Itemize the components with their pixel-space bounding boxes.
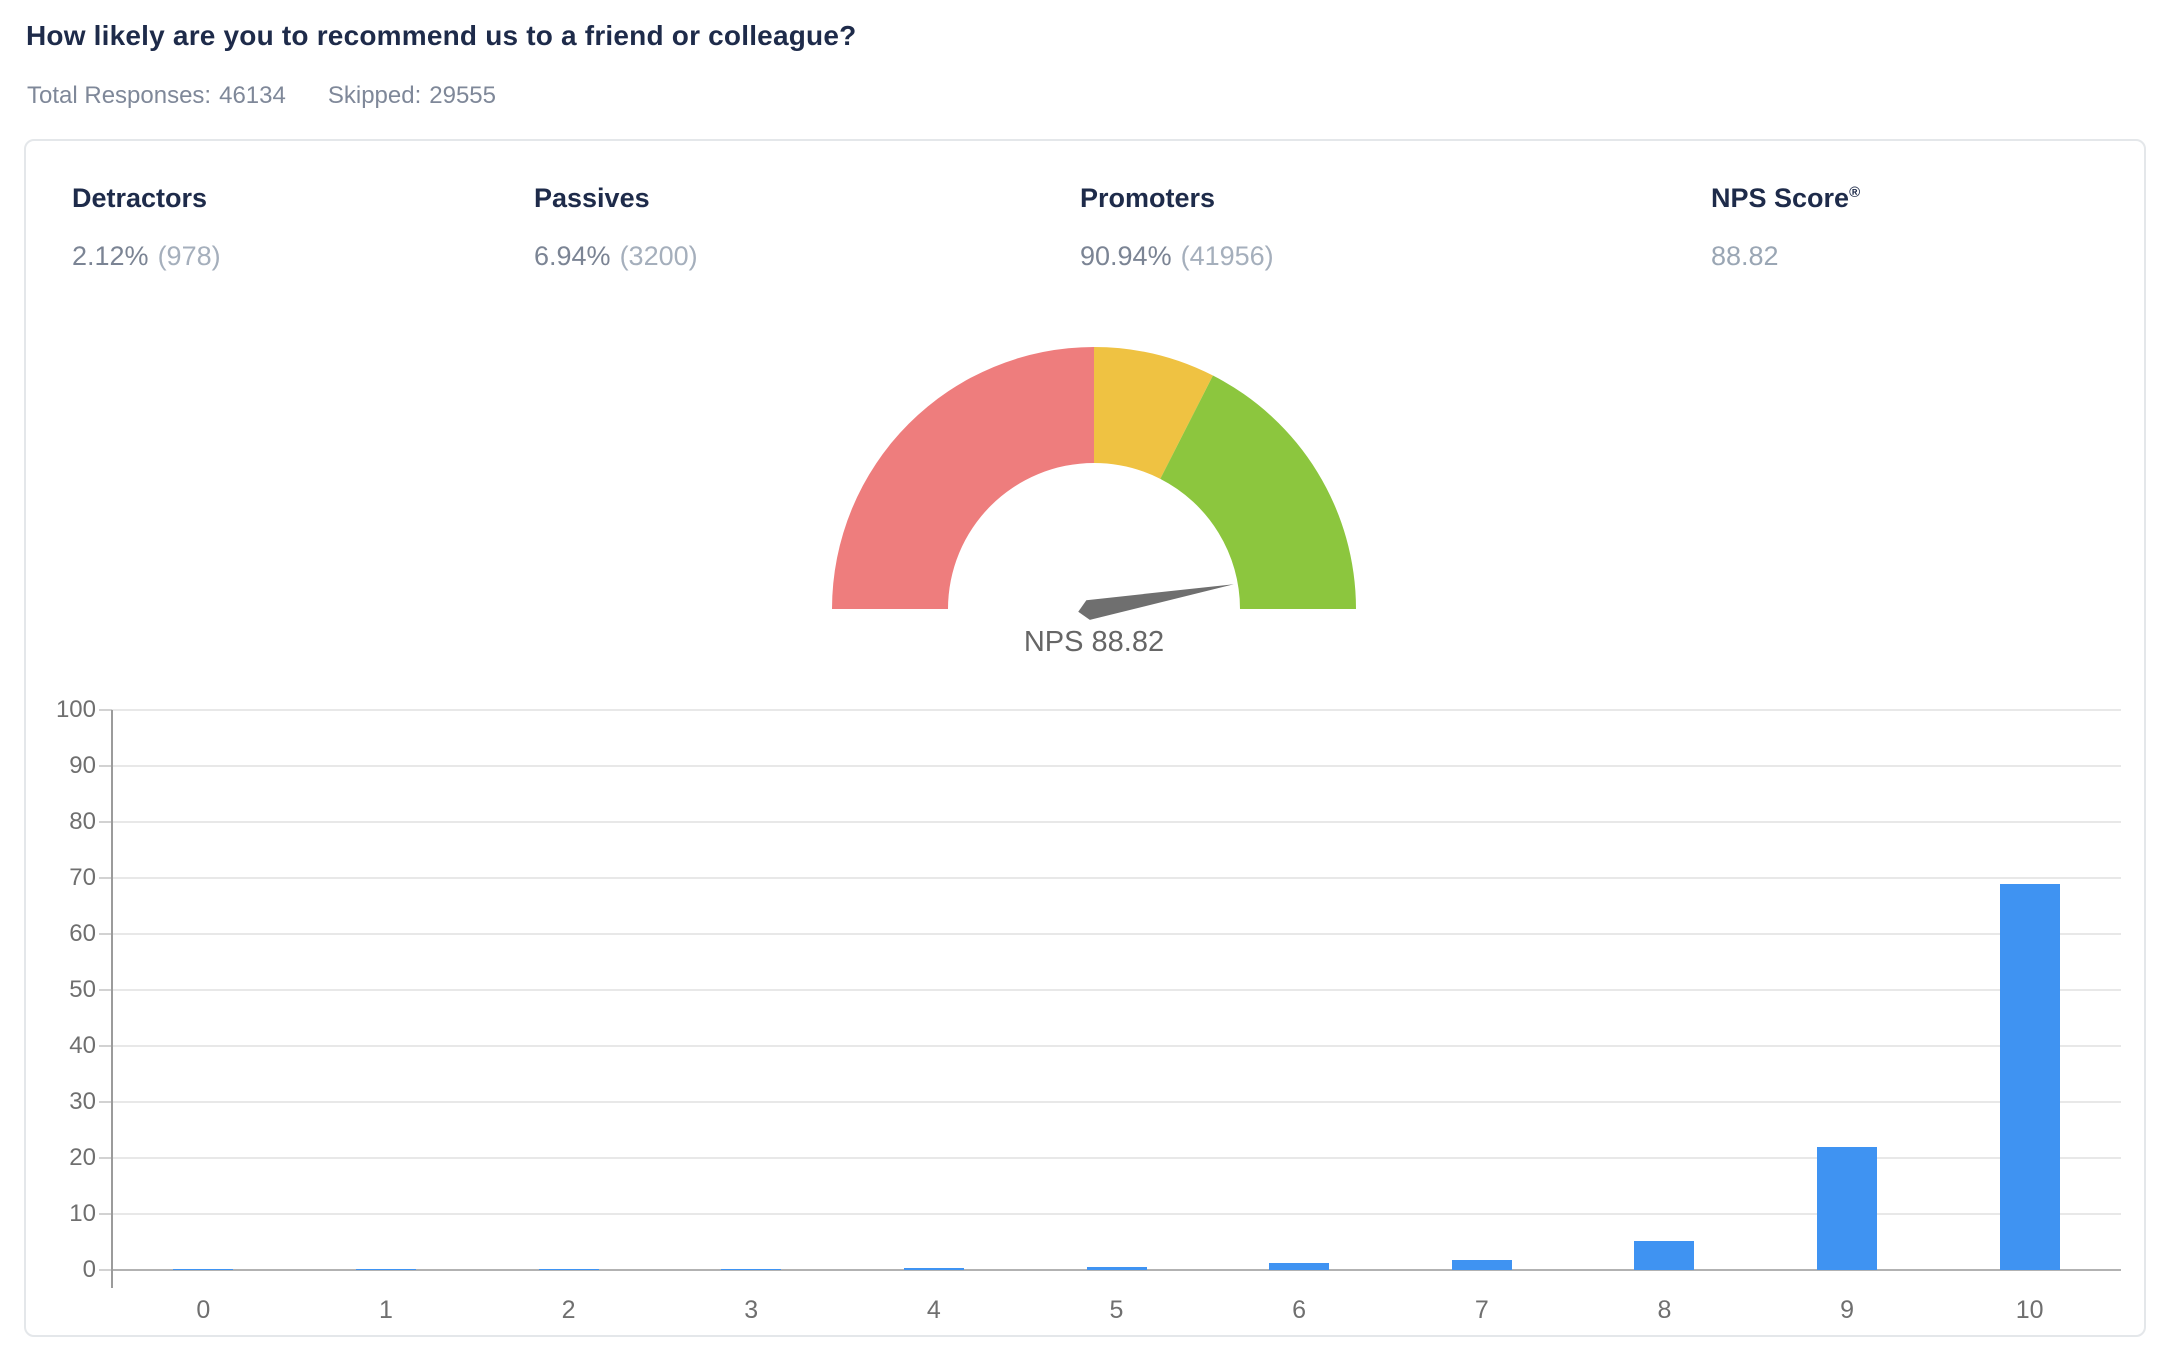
- gauge-segment-promoters-zone: [1160, 375, 1356, 609]
- gridline-40: [112, 1045, 2121, 1047]
- skipped-label: Skipped:: [327, 82, 422, 109]
- x-tick-label-4: 4: [926, 1296, 941, 1324]
- score-distribution-bar-chart: 0 10 20 30 40 50 60 70 80 90 100 0 1 2 3 4 5 6 7 8 9 10: [56, 697, 2121, 1324]
- bar-score-1[interactable]: [355, 1268, 416, 1270]
- bar-score-9[interactable]: [1817, 1147, 1878, 1270]
- x-tick-label-7: 7: [1474, 1296, 1489, 1324]
- x-tick-label-3: 3: [744, 1296, 759, 1324]
- nps-gauge-chart: [832, 347, 1356, 620]
- skipped-value: 29555: [429, 82, 497, 109]
- promoters-percent: 90.94%: [1080, 241, 1172, 271]
- gauge-segment-passives-zone: [1094, 347, 1213, 479]
- y-tick-90: [99, 765, 112, 767]
- response-meta: Total Responses: 46134 Skipped: 29555: [27, 82, 538, 110]
- y-tick-80: [99, 821, 112, 823]
- x-tick-label-9: 9: [1840, 1296, 1854, 1324]
- gridline-50: [112, 989, 2121, 991]
- registered-trademark-icon: ®: [1849, 184, 1861, 201]
- y-tick-60: [99, 933, 112, 935]
- bar-score-4[interactable]: [903, 1267, 964, 1270]
- y-tick-50: [99, 989, 112, 991]
- y-tick-0: [99, 1269, 112, 1271]
- gridline-100: [112, 709, 2121, 711]
- y-axis-line: [111, 710, 113, 1288]
- bar-score-3[interactable]: [721, 1268, 782, 1270]
- detractors-label: Detractors: [72, 183, 208, 213]
- nps-score-label: NPS Score®: [1711, 183, 1860, 214]
- stat-passives: Passives 6.94% (3200): [534, 183, 698, 272]
- detractors-percent: 2.12%: [72, 241, 149, 271]
- y-tick-label-50: 50: [69, 976, 96, 1003]
- detractors-count: (978): [157, 241, 221, 271]
- y-tick-100: [99, 709, 112, 711]
- bar-score-8[interactable]: [1634, 1240, 1695, 1270]
- bar-score-10[interactable]: [1999, 883, 2060, 1270]
- gridline-90: [112, 765, 2121, 767]
- gauge-needle: [1078, 584, 1234, 620]
- x-tick-label-1: 1: [379, 1296, 393, 1324]
- x-tick-label-10: 10: [2015, 1296, 2044, 1324]
- x-tick-label-6: 6: [1292, 1296, 1307, 1324]
- gridline-30: [112, 1101, 2121, 1103]
- x-tick-label-5: 5: [1109, 1296, 1124, 1324]
- gridline-10: [112, 1213, 2121, 1215]
- passives-percent: 6.94%: [534, 241, 611, 271]
- nps-score-value-wrap: 88.82: [1711, 241, 1860, 272]
- y-tick-70: [99, 877, 112, 879]
- bar-score-7[interactable]: [1451, 1259, 1512, 1270]
- nps-score-value: 88.82: [1711, 241, 1779, 271]
- total-responses-label: Total Responses:: [27, 82, 212, 109]
- y-tick-label-70: 70: [69, 864, 96, 891]
- detractors-value: 2.12% (978): [72, 241, 221, 272]
- passives-label: Passives: [534, 183, 650, 213]
- gauge-value-label: NPS 88.82: [1023, 626, 1165, 658]
- skipped: Skipped: 29555: [328, 82, 496, 109]
- y-tick-30: [99, 1101, 112, 1103]
- stat-nps-score: NPS Score® 88.82: [1711, 183, 1860, 272]
- x-tick-label-2: 2: [561, 1296, 576, 1324]
- gauge-segment-detractors-zone: [832, 347, 1094, 609]
- y-tick-label-0: 0: [82, 1256, 96, 1283]
- y-tick-40: [99, 1045, 112, 1047]
- total-responses: Total Responses: 46134: [27, 82, 286, 109]
- y-tick-20: [99, 1157, 112, 1159]
- total-responses-value: 46134: [219, 82, 286, 109]
- y-tick-label-90: 90: [69, 752, 96, 779]
- bar-score-2[interactable]: [538, 1268, 599, 1270]
- y-tick-label-100: 100: [55, 696, 96, 723]
- nps-results-card: Detractors 2.12% (978) Passives 6.94% (320…: [24, 139, 2146, 1337]
- promoters-label: Promoters: [1080, 183, 1216, 213]
- question-title: How likely are you to recommend us to a …: [26, 20, 857, 51]
- y-tick-label-40: 40: [69, 1032, 96, 1059]
- x-tick-label-8: 8: [1657, 1296, 1672, 1324]
- x-axis-line: [112, 1269, 2121, 1271]
- y-tick-label-30: 30: [69, 1088, 96, 1115]
- bar-score-0[interactable]: [173, 1268, 234, 1270]
- gridline-60: [112, 933, 2121, 935]
- y-tick-label-10: 10: [69, 1200, 96, 1227]
- gridline-20: [112, 1157, 2121, 1159]
- nps-score-label-text: NPS Score: [1711, 183, 1850, 213]
- y-tick-10: [99, 1213, 112, 1215]
- bar-score-6[interactable]: [1269, 1263, 1330, 1270]
- y-tick-label-60: 60: [69, 920, 96, 947]
- gridline-80: [112, 821, 2121, 823]
- x-tick-label-0: 0: [196, 1296, 211, 1324]
- bar-score-5[interactable]: [1086, 1266, 1147, 1270]
- y-tick-label-20: 20: [69, 1144, 96, 1171]
- promoters-count: (41956): [1180, 241, 1274, 271]
- stat-promoters: Promoters 90.94% (41956): [1080, 183, 1274, 272]
- stat-detractors: Detractors 2.12% (978): [72, 183, 221, 272]
- promoters-value: 90.94% (41956): [1080, 241, 1274, 272]
- y-tick-label-80: 80: [69, 808, 96, 835]
- gridline-70: [112, 877, 2121, 879]
- passives-value: 6.94% (3200): [534, 241, 698, 272]
- passives-count: (3200): [619, 241, 698, 271]
